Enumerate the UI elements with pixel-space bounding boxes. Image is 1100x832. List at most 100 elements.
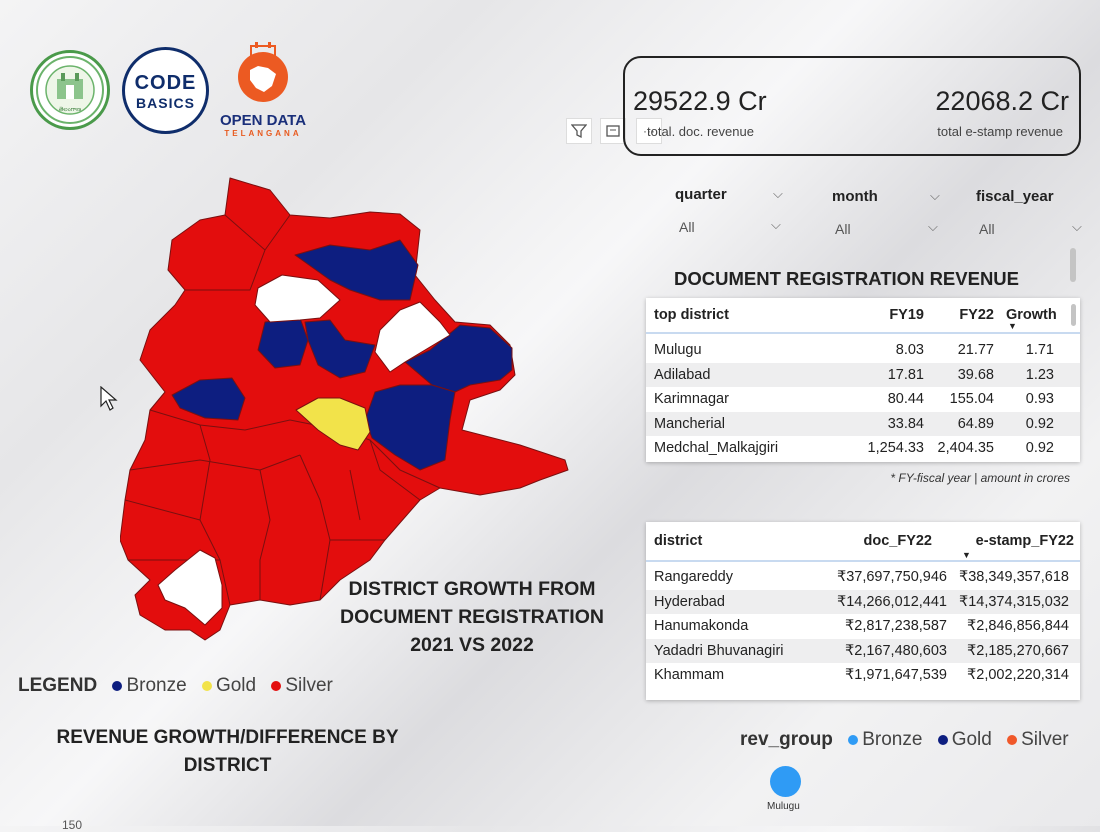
cell-growth: 0.92	[1025, 440, 1054, 457]
cell-growth: 1.71	[1025, 342, 1054, 359]
silver-legend-dot	[1007, 734, 1018, 745]
table-header: district doc_FY22 e-stamp_FY22 ▼	[646, 522, 1080, 562]
cell-district: Mulugu	[654, 342, 702, 359]
district-revenue-table: district doc_FY22 e-stamp_FY22 ▼ Rangare…	[646, 522, 1080, 700]
header-district[interactable]: district	[654, 533, 703, 549]
cell-fy22: 64.89	[957, 415, 994, 432]
quarter-slicer-value[interactable]: All	[679, 219, 695, 235]
map-district-gold[interactable]	[295, 397, 371, 451]
header-estamp-fy22[interactable]: e-stamp_FY22 ▼	[932, 533, 1074, 560]
fiscal-year-slicer-title: fiscal_year	[976, 188, 1054, 205]
map-district-bronze[interactable]	[304, 319, 376, 379]
gold-legend-dot	[937, 734, 948, 745]
legend-label-silver: Silver	[285, 675, 333, 696]
cell-fy19: 17.81	[887, 366, 924, 383]
table-row[interactable]: Medchal_Malkajgiri 1,254.33 2,404.35 0.9…	[646, 436, 1080, 461]
scrollbar-thumb[interactable]	[1070, 248, 1076, 282]
cell-district: Medchal_Malkajgiri	[654, 440, 779, 457]
header-fy19[interactable]: FY19	[889, 307, 924, 323]
rev-legend-label-silver: Silver	[1021, 729, 1069, 750]
cell-fy22: 2,404.35	[937, 440, 994, 457]
chevron-down-icon[interactable]: ⌵	[771, 217, 781, 232]
mulugu-data-point[interactable]	[770, 766, 801, 797]
map-legend: LEGEND Bronze Gold Silver	[18, 675, 333, 697]
opendata-line2: TELANGANA	[224, 129, 302, 138]
cell-district: Adilabad	[654, 366, 711, 383]
total-doc-revenue-value: 29522.9 Cr	[633, 86, 767, 116]
map-district-bronze[interactable]	[171, 377, 246, 421]
table-row[interactable]: Yadadri Bhuvanagiri ₹2,167,480,603 ₹2,18…	[646, 638, 1080, 663]
cell-doc-fy22: ₹2,817,238,587	[845, 618, 947, 635]
rev-group-legend-title: rev_group	[740, 729, 833, 750]
revenue-growth-title-line2: DISTRICT	[183, 755, 272, 776]
fiscal-year-slicer-value[interactable]: All	[979, 221, 995, 237]
filter-icon[interactable]	[566, 118, 592, 144]
cell-fy19: 1,254.33	[867, 440, 924, 457]
gold-legend-dot	[201, 680, 212, 691]
header-top-district[interactable]: top district	[654, 307, 729, 323]
codebasics-line1: CODE	[134, 72, 197, 94]
table-scrollbar[interactable]	[1071, 304, 1076, 326]
total-estamp-revenue-label: total e-stamp revenue	[937, 124, 1063, 139]
table-row[interactable]: Adilabad 17.81 39.68 1.23	[646, 362, 1080, 387]
kpi-card: 29522.9 Cr total. doc. revenue 22068.2 C…	[623, 56, 1081, 156]
focus-mode-icon[interactable]	[600, 118, 626, 144]
cell-growth: 0.93	[1025, 391, 1054, 408]
cell-growth: 1.23	[1025, 366, 1054, 383]
doc-reg-table: top district FY19 FY22 Growth ▼ Mulugu 8…	[646, 298, 1080, 462]
map-district-nodata[interactable]	[254, 274, 341, 323]
quarter-slicer[interactable]: quarter ⌵ All ⌵	[675, 186, 795, 235]
silver-legend-dot	[271, 680, 282, 691]
doc-reg-footnote: * FY-fiscal year | amount in crores	[890, 471, 1070, 485]
month-slicer-value[interactable]: All	[835, 221, 851, 237]
cell-estamp-fy22: ₹2,846,856,844	[967, 618, 1069, 635]
cell-estamp-fy22: ₹2,185,270,667	[967, 642, 1069, 659]
map-title-line3: 2021 VS 2022	[410, 634, 534, 656]
telangana-emblem-icon: తెలంగాణ	[36, 56, 104, 124]
codebasics-line2: BASICS	[136, 95, 195, 111]
chevron-down-icon[interactable]: ⌵	[930, 188, 940, 203]
cell-district: Hyderabad	[654, 593, 725, 610]
cell-fy22: 155.04	[949, 391, 994, 408]
table-row[interactable]: Hanumakonda ₹2,817,238,587 ₹2,846,856,84…	[646, 614, 1080, 639]
total-estamp-revenue-value: 22068.2 Cr	[935, 86, 1069, 116]
map-district-nodata[interactable]	[157, 549, 223, 626]
cell-fy19: 80.44	[887, 391, 924, 408]
chevron-down-icon[interactable]: ⌵	[928, 219, 938, 234]
sort-desc-icon: ▼	[1008, 321, 1017, 331]
sort-desc-icon: ▼	[962, 550, 971, 560]
total-doc-revenue-label: total. doc. revenue	[647, 124, 754, 139]
chevron-down-icon[interactable]: ⌵	[1072, 219, 1082, 234]
header-growth-label: Growth	[1006, 307, 1057, 323]
telangana-govt-logo: తెలంగాణ	[30, 50, 110, 130]
fiscal-year-slicer[interactable]: fiscal_year All ⌵	[976, 188, 1096, 237]
chevron-down-icon[interactable]: ⌵	[773, 186, 783, 201]
table-row[interactable]: Hyderabad ₹14,266,012,441 ₹14,374,315,03…	[646, 589, 1080, 614]
table-row[interactable]: Khammam ₹1,971,647,539 ₹2,002,220,314	[646, 663, 1080, 688]
header-fy22[interactable]: FY22	[959, 307, 994, 323]
map-district-nodata[interactable]	[374, 301, 451, 373]
map-district-bronze[interactable]	[294, 239, 419, 301]
table-row[interactable]: Mancherial 33.84 64.89 0.92	[646, 411, 1080, 436]
cell-district: Karimnagar	[654, 391, 729, 408]
cell-fy19: 33.84	[887, 415, 924, 432]
cell-fy22: 21.77	[957, 342, 994, 359]
table-row[interactable]: Mulugu 8.03 21.77 1.71	[646, 338, 1080, 363]
header-growth[interactable]: Growth ▼	[994, 307, 1076, 331]
legend-label-gold: Gold	[215, 675, 257, 696]
table-row[interactable]: Karimnagar 80.44 155.04 0.93	[646, 387, 1080, 412]
cell-estamp-fy22: ₹2,002,220,314	[967, 667, 1069, 684]
table-row[interactable]: Rangareddy ₹37,697,750,946 ₹38,349,357,6…	[646, 565, 1080, 590]
cell-estamp-fy22: ₹14,374,315,032	[958, 593, 1069, 610]
header-estamp-fy22-label: e-stamp_FY22	[975, 533, 1074, 549]
svg-text:తెలంగాణ: తెలంగాణ	[59, 106, 81, 113]
legend-label-bronze: Bronze	[126, 675, 187, 696]
telangana-district-map[interactable]	[120, 170, 580, 650]
header-doc-fy22[interactable]: doc_FY22	[863, 533, 933, 549]
month-slicer[interactable]: month ⌵ All ⌵	[832, 188, 952, 237]
cell-district: Yadadri Bhuvanagiri	[654, 642, 784, 659]
month-slicer-title: month	[832, 188, 878, 205]
mouse-cursor-icon	[100, 386, 118, 411]
doc-reg-title: DOCUMENT REGISTRATION REVENUE	[674, 268, 1020, 289]
map-legend-title: LEGEND	[18, 675, 98, 696]
